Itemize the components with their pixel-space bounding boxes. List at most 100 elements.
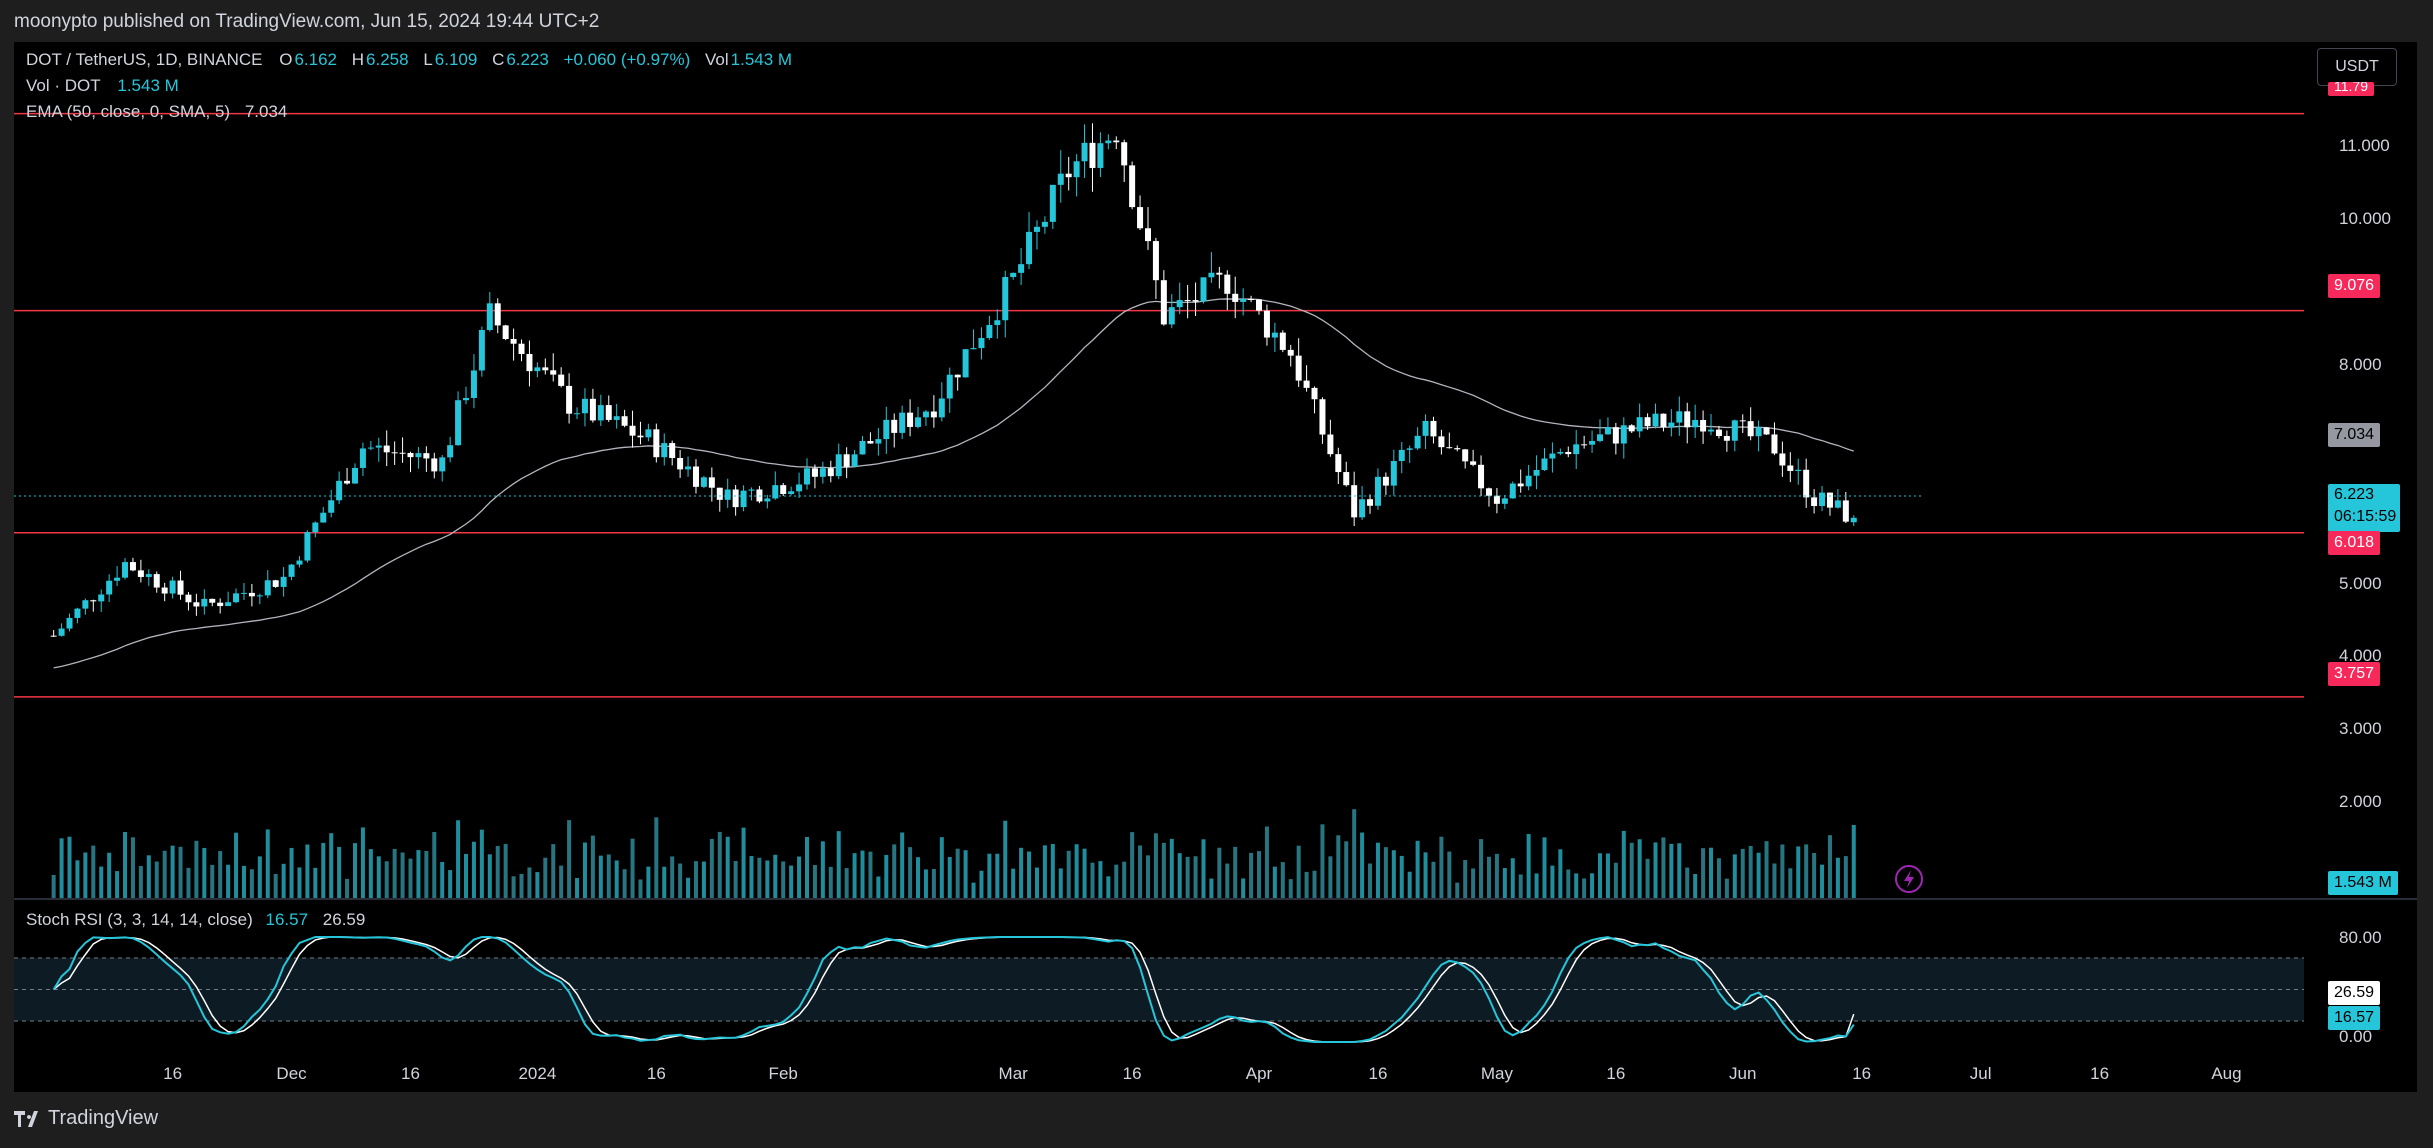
volume-bar <box>1257 851 1262 899</box>
candle-body <box>272 580 279 587</box>
candle-body <box>526 353 533 372</box>
candle-body <box>1842 500 1849 522</box>
volume-bar <box>1280 862 1285 899</box>
volume-bar <box>638 879 643 899</box>
volume-bar <box>59 838 64 899</box>
candle-body <box>50 635 57 637</box>
volume-bar <box>1447 851 1452 899</box>
chart-canvas[interactable] <box>14 42 2417 1092</box>
candle-body <box>930 411 937 418</box>
currency-button[interactable]: USDT <box>2317 48 2397 86</box>
volume-bar <box>1431 861 1436 899</box>
volume-bar <box>709 838 714 899</box>
volume-bar <box>218 851 223 899</box>
candle-body <box>804 468 810 485</box>
candle-body <box>1779 453 1786 466</box>
high-label: H <box>351 50 365 69</box>
volume-bar <box>939 837 944 899</box>
tradingview-logo[interactable]: TradingView <box>14 1107 158 1130</box>
candle-body <box>304 532 311 561</box>
volume-bar <box>1780 844 1785 899</box>
candle-body <box>566 385 573 414</box>
candle-body <box>1398 449 1405 462</box>
candle-body <box>1303 380 1310 388</box>
volume-bar <box>202 847 207 899</box>
volume-bar <box>1510 858 1515 899</box>
volume-bar <box>844 868 849 899</box>
candle-body <box>978 338 985 349</box>
volume-bar <box>210 864 215 899</box>
volume-bar <box>1383 847 1388 899</box>
candle-body <box>336 480 343 501</box>
volume-bar <box>686 877 691 899</box>
volume-bar <box>971 882 976 899</box>
volume-bar <box>384 861 389 899</box>
volume-bar <box>1027 851 1032 899</box>
candle-body <box>1668 422 1675 428</box>
volume-bar <box>828 866 833 899</box>
volume-bar <box>797 856 802 899</box>
volume-bar <box>1264 826 1269 899</box>
candle-body <box>193 602 200 607</box>
volume-bar <box>1598 853 1602 899</box>
volume-bar <box>852 853 857 899</box>
volume-bar <box>900 832 905 899</box>
time-tick: 16 <box>1122 1064 1142 1083</box>
ema-label: EMA (50, close, 0, SMA, 5) <box>26 102 231 121</box>
volume-bar <box>1502 868 1507 899</box>
volume-bar <box>1518 874 1523 899</box>
footer: TradingView <box>0 1092 2433 1148</box>
candle-body <box>463 397 470 401</box>
y-tick-4: 4.000 <box>2339 646 2382 665</box>
candle-body <box>589 398 596 421</box>
volume-bar <box>741 827 746 899</box>
volume-bar <box>464 853 469 899</box>
volume-bar <box>805 836 809 899</box>
volume-bar <box>908 847 913 899</box>
candle-body <box>1105 140 1112 144</box>
volume-bar <box>273 873 278 899</box>
time-tick: 16 <box>1852 1064 1872 1083</box>
candle-body <box>391 452 398 454</box>
candle-body <box>1565 451 1572 455</box>
candle-body <box>137 570 144 577</box>
candle-body <box>1041 221 1048 227</box>
candle-body <box>875 439 882 444</box>
candle-body <box>1248 299 1255 301</box>
candle-body <box>1414 435 1421 449</box>
candle-body <box>1485 488 1492 496</box>
candle-body <box>367 447 374 449</box>
candle-body <box>685 466 692 470</box>
candle-body <box>843 454 850 467</box>
volume-bar <box>1716 858 1721 899</box>
candle-body <box>328 500 335 513</box>
volume-bar <box>1574 873 1579 899</box>
candle-body <box>883 419 890 440</box>
volume-bar <box>868 851 873 899</box>
lightning-bolt <box>1904 870 1914 888</box>
volume-bar <box>1034 867 1039 899</box>
volume-bar <box>495 845 500 899</box>
candle-body <box>1002 277 1009 321</box>
volume-bar <box>123 832 128 899</box>
candle-body <box>1700 419 1707 432</box>
chart-area[interactable]: DOT / TetherUS, 1D, BINANCE O 6.162 H 6.25… <box>14 42 2417 1092</box>
candle-body <box>455 400 462 446</box>
candle-body <box>1660 413 1667 428</box>
candle-body <box>613 416 620 420</box>
candle-body <box>550 370 557 375</box>
candle-body <box>915 417 922 427</box>
volume-bar <box>1724 878 1729 899</box>
volume-bar <box>1352 809 1357 899</box>
time-tick: 16 <box>163 1064 183 1083</box>
candle-body <box>1739 420 1746 422</box>
volume-bar <box>582 842 587 899</box>
volume-bar <box>781 861 786 899</box>
candle-body <box>1604 427 1611 435</box>
candle-body <box>1224 274 1231 294</box>
volume-bar <box>1050 843 1055 899</box>
candle-body <box>1311 387 1318 400</box>
volume-bar <box>67 836 72 899</box>
volume-bar <box>1661 837 1666 899</box>
volume-bar <box>1360 832 1365 899</box>
